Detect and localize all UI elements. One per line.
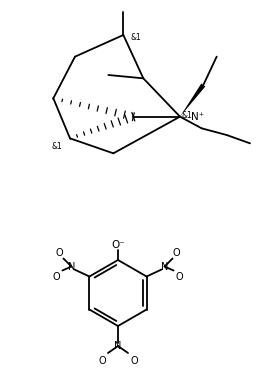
Text: N: N: [161, 262, 168, 272]
Text: N: N: [114, 341, 122, 351]
Text: N: N: [68, 262, 75, 272]
Text: O: O: [98, 356, 106, 366]
Text: &1: &1: [130, 33, 141, 41]
Text: &1: &1: [181, 111, 192, 120]
Text: &1: &1: [51, 142, 62, 151]
Text: O: O: [56, 248, 63, 257]
Text: O: O: [53, 272, 60, 281]
Text: N⁺: N⁺: [191, 112, 204, 122]
Text: O⁻: O⁻: [111, 240, 125, 250]
Text: O: O: [173, 248, 180, 257]
Polygon shape: [180, 84, 205, 116]
Text: O: O: [176, 272, 183, 281]
Text: O: O: [130, 356, 138, 366]
